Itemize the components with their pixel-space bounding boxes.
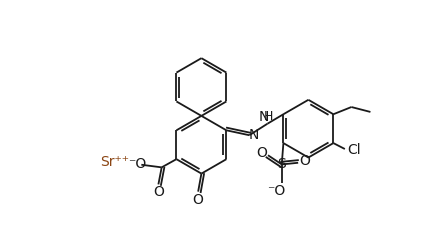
- Text: Cl: Cl: [347, 143, 361, 157]
- Text: O: O: [256, 146, 267, 160]
- Text: H: H: [264, 110, 273, 123]
- Text: N: N: [258, 109, 269, 124]
- Text: O: O: [193, 193, 204, 207]
- Text: Sr⁺⁺: Sr⁺⁺: [100, 155, 129, 169]
- Text: O: O: [153, 185, 164, 199]
- Text: N: N: [249, 128, 259, 142]
- Text: ⁻O: ⁻O: [128, 157, 147, 171]
- Text: O: O: [299, 154, 310, 168]
- Text: S: S: [278, 157, 286, 171]
- Text: ⁻O: ⁻O: [267, 184, 285, 198]
